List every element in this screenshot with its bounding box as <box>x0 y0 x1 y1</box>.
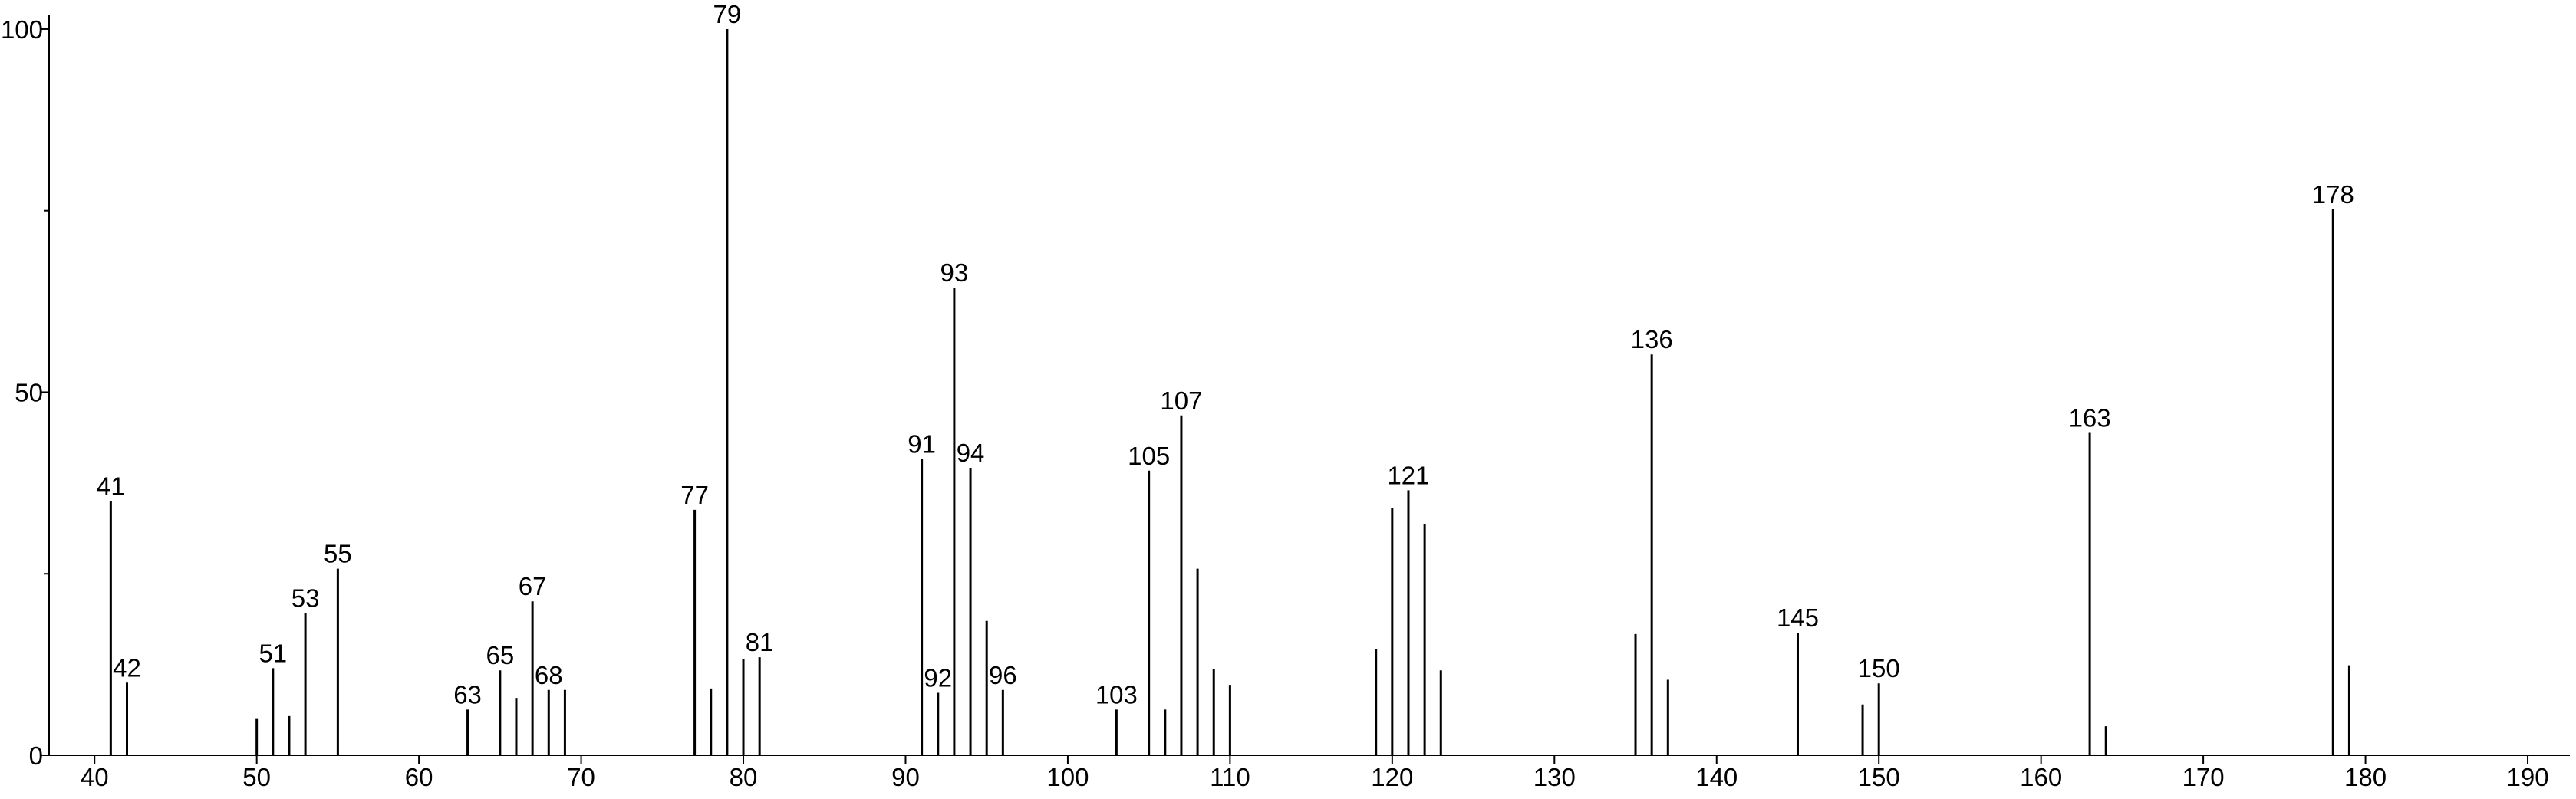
x-tick-label: 130 <box>1533 763 1576 791</box>
peak-label: 93 <box>940 258 969 287</box>
x-tick-label: 40 <box>81 763 109 791</box>
x-tick-label: 120 <box>1371 763 1413 791</box>
y-tick-label: 50 <box>15 378 43 406</box>
peak-label: 51 <box>259 639 287 667</box>
peak-label: 91 <box>908 430 936 459</box>
peak-label: 96 <box>989 661 1017 689</box>
x-tick-label: 90 <box>891 763 920 791</box>
x-tick-label: 150 <box>1858 763 1900 791</box>
x-tick-label: 140 <box>1695 763 1738 791</box>
x-tick-label: 70 <box>567 763 595 791</box>
peak-label: 81 <box>746 628 774 656</box>
peak-label: 150 <box>1858 654 1900 682</box>
x-tick-label: 110 <box>1210 763 1250 791</box>
peak-label: 121 <box>1387 461 1429 489</box>
x-tick-label: 50 <box>242 763 271 791</box>
peak-label: 107 <box>1160 386 1202 415</box>
peak-label: 68 <box>535 661 563 689</box>
peak-label: 163 <box>2069 404 2111 432</box>
x-tick-label: 160 <box>2020 763 2062 791</box>
x-tick-label: 100 <box>1046 763 1089 791</box>
peak-label: 79 <box>713 0 742 28</box>
peak-label: 94 <box>957 439 985 467</box>
peak-label: 105 <box>1128 442 1170 470</box>
y-tick-label: 0 <box>29 741 43 770</box>
peak-label: 77 <box>680 481 709 509</box>
x-tick-label: 170 <box>2182 763 2225 791</box>
peak-label: 53 <box>292 584 320 612</box>
peak-label: 67 <box>519 572 547 600</box>
peak-label: 178 <box>2312 180 2354 209</box>
peak-label: 103 <box>1095 680 1138 709</box>
peak-label: 63 <box>453 680 482 709</box>
peak-label: 42 <box>113 653 141 682</box>
peak-label: 145 <box>1777 603 1819 632</box>
peak-label: 136 <box>1631 325 1673 353</box>
x-tick-label: 190 <box>2506 763 2548 791</box>
peak-label: 41 <box>97 472 125 501</box>
x-tick-label: 80 <box>730 763 758 791</box>
peak-label: 92 <box>924 664 952 692</box>
peak-label: 65 <box>486 641 514 669</box>
x-tick-label: 60 <box>405 763 433 791</box>
peak-label: 55 <box>324 540 352 568</box>
x-tick-label: 180 <box>2344 763 2387 791</box>
y-tick-label: 100 <box>1 15 43 44</box>
